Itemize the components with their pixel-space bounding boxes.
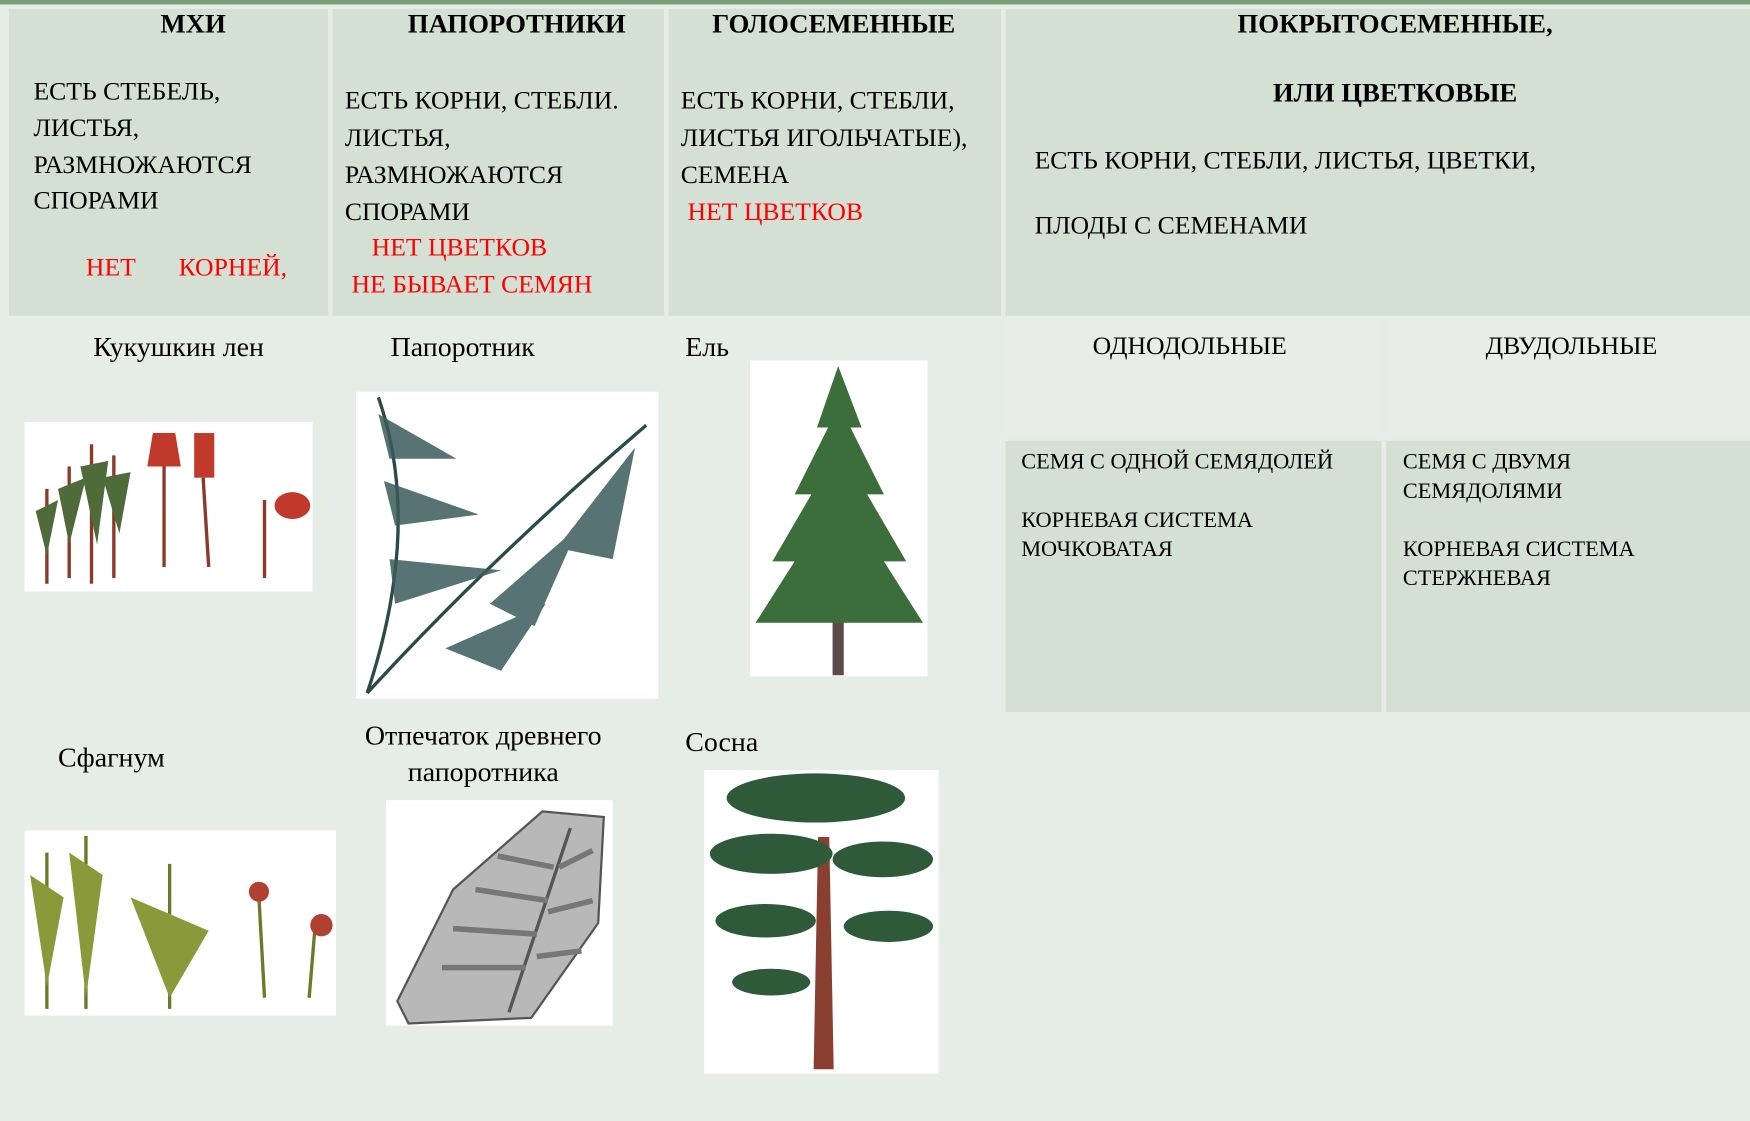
missing-note: НЕТ ЦВЕТКОВ bbox=[687, 196, 862, 227]
description: ЛИСТЬЯ, bbox=[33, 113, 139, 144]
description: ЕСТЬ КОРНИ, СТЕБЛИ, ЛИСТЬЯ, ЦВЕТКИ, bbox=[1035, 145, 1536, 176]
fern-illustration bbox=[356, 392, 658, 699]
missing-note: КОРНЕЙ, bbox=[179, 252, 287, 283]
missing-note: НЕТ bbox=[86, 252, 136, 283]
column-title: ПАПОРОТНИКИ bbox=[408, 9, 626, 40]
class-name: ОДНОДОЛЬНЫЕ bbox=[1093, 330, 1287, 361]
column-title: ПОКРЫТОСЕМЕННЫЕ, bbox=[1237, 9, 1552, 40]
top-bar bbox=[0, 0, 1750, 4]
description: ЕСТЬ КОРНИ, СТЕБЛИ. bbox=[345, 85, 619, 116]
description: ЛИСТЬЯ, bbox=[345, 123, 451, 154]
body-cell bbox=[1006, 717, 1382, 1121]
example-name: Сосна bbox=[685, 728, 758, 759]
description: ЕСТЬ СТЕБЕЛЬ, bbox=[33, 76, 220, 107]
class-description: СЕМЯ С ОДНОЙ СЕМЯДОЛЕЙ bbox=[1021, 448, 1333, 477]
description: СЕМЕНА bbox=[681, 160, 789, 191]
slide: МХИ ЕСТЬ СТЕБЕЛЬ, ЛИСТЬЯ, РАЗМНОЖАЮТСЯ С… bbox=[0, 0, 1750, 1121]
fossil-illustration bbox=[386, 800, 613, 1025]
description: СПОРАМИ bbox=[33, 185, 158, 216]
description: РАЗМНОЖАЮТСЯ bbox=[345, 160, 563, 191]
pine-illustration bbox=[704, 770, 938, 1074]
body-cell bbox=[1386, 717, 1750, 1121]
class-name: ДВУДОЛЬНЫЕ bbox=[1486, 330, 1658, 361]
example-name: Сфагнум bbox=[58, 743, 165, 774]
example-name: Отпечаток древнего папоротника bbox=[344, 718, 623, 792]
sphagnum-illustration bbox=[25, 830, 336, 1015]
class-description: СЕМЯ С ДВУМЯ bbox=[1403, 448, 1571, 477]
column-title: ИЛИ ЦВЕТКОВЫЕ bbox=[1273, 78, 1517, 109]
class-cell bbox=[1006, 441, 1382, 712]
class-description: КОРНЕВАЯ СИСТЕМА bbox=[1021, 506, 1253, 535]
column-title: МХИ bbox=[160, 9, 225, 40]
description: ПЛОДЫ С СЕМЕНАМИ bbox=[1035, 210, 1308, 241]
class-description: КОРНЕВАЯ СИСТЕМА bbox=[1403, 535, 1635, 564]
description: СПОРАМИ bbox=[345, 196, 470, 227]
spruce-illustration bbox=[750, 360, 927, 676]
missing-note: НЕ БЫВАЕТ СЕМЯН bbox=[352, 269, 593, 300]
missing-note: НЕТ ЦВЕТКОВ bbox=[372, 232, 547, 263]
class-description: СТЕРЖНЕВАЯ bbox=[1403, 564, 1551, 593]
example-name: Папоротник bbox=[391, 333, 535, 364]
description: ЕСТЬ КОРНИ, СТЕБЛИ, bbox=[681, 85, 955, 116]
example-name: Кукушкин лен bbox=[93, 333, 264, 364]
description: ЛИСТЬЯ ИГОЛЬЧАТЫЕ), bbox=[681, 123, 968, 154]
class-description: СЕМЯДОЛЯМИ bbox=[1403, 477, 1562, 506]
column-title: ГОЛОСЕМЕННЫЕ bbox=[712, 9, 955, 40]
page: МХИ ЕСТЬ СТЕБЕЛЬ, ЛИСТЬЯ, РАЗМНОЖАЮТСЯ С… bbox=[0, 0, 1750, 1119]
example-name: Ель bbox=[685, 333, 729, 364]
class-description: МОЧКОВАТАЯ bbox=[1021, 535, 1173, 564]
moss-illustration bbox=[25, 422, 313, 592]
description: РАЗМНОЖАЮТСЯ bbox=[33, 150, 251, 181]
